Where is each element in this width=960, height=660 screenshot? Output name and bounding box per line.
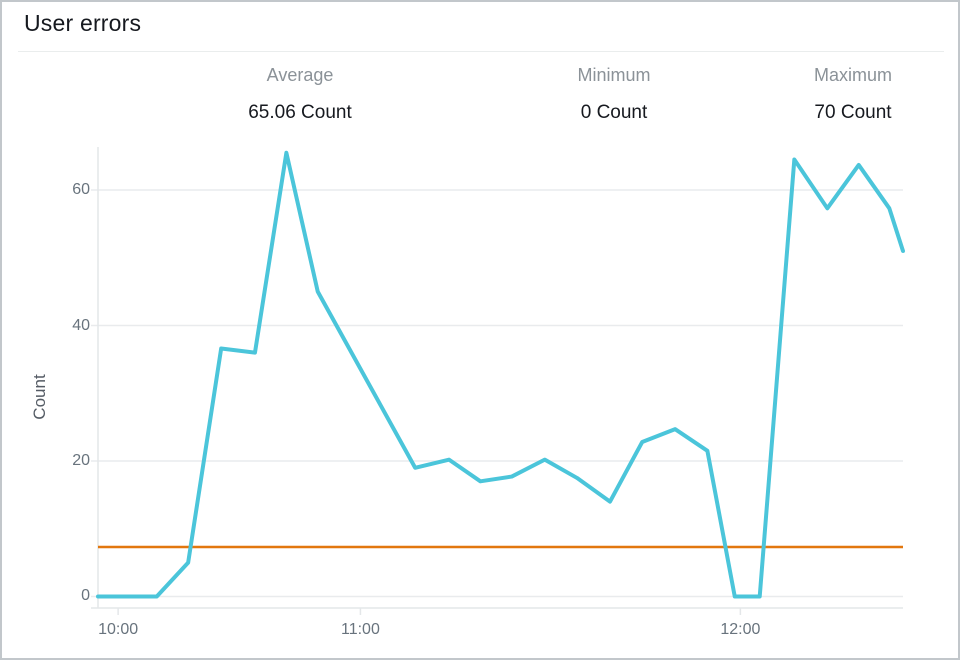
y-axis-title: Count [30,374,49,420]
x-tick-label: 12:00 [720,621,761,638]
title-divider [18,51,944,52]
stat-maximum: Maximum 70 Count [814,64,892,125]
x-tick-label: 11:00 [340,621,380,638]
y-tick-label: 40 [72,316,90,334]
stat-average-label: Average [266,65,334,85]
y-tick-label: 20 [72,451,90,469]
stat-average: Average 65.06 Count [248,64,352,125]
stat-minimum-value: 0 Count [580,102,648,123]
stat-maximum-value: 70 Count [814,102,892,123]
plot-area[interactable] [91,147,905,615]
chart-title: User errors [24,10,142,36]
stat-minimum-label: Minimum [577,65,651,85]
stat-minimum: Minimum 0 Count [577,64,650,125]
y-tick-label: 60 [72,181,90,199]
stat-average-value: 65.06 Count [248,102,352,123]
metric-line [96,150,905,599]
stat-maximum-label: Maximum [813,65,893,85]
y-tick-label: 0 [81,587,90,605]
x-tick-label: 10:00 [98,621,139,638]
